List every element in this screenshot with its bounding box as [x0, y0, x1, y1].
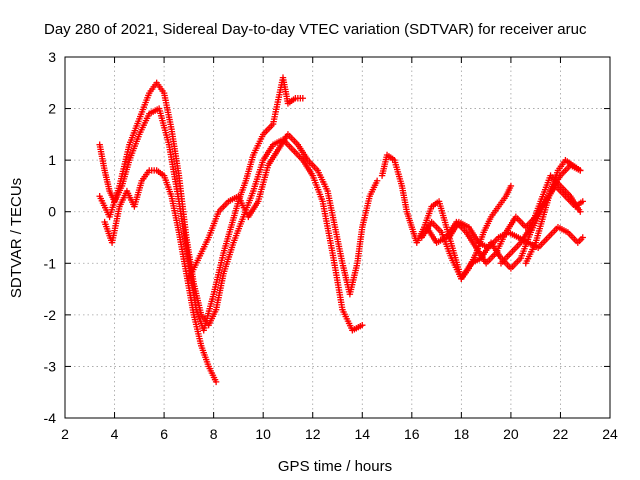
data-point-marker: [212, 378, 220, 386]
x-tick-label: 8: [210, 426, 218, 442]
data-point-marker: [577, 208, 584, 215]
series-5: [378, 151, 515, 282]
x-tick-label: 4: [111, 426, 119, 442]
plot-area-border: [64, 56, 611, 419]
x-tick-label: 22: [553, 426, 569, 442]
x-tick-label: 12: [305, 426, 321, 442]
series-3: [101, 167, 220, 386]
chart-title: Day 280 of 2021, Sidereal Day-to-day VTE…: [44, 21, 587, 38]
y-tick-label: 2: [48, 101, 56, 117]
series-1: [96, 74, 307, 334]
x-tick-label: 18: [454, 426, 470, 442]
data-point-marker: [359, 321, 366, 329]
data-markers: [96, 74, 586, 386]
series-10: [522, 156, 584, 267]
data-point-marker: [373, 177, 381, 184]
y-tick-label: 1: [48, 152, 56, 168]
y-tick-label: -2: [44, 307, 57, 323]
x-tick-label: 14: [354, 426, 370, 442]
data-point-marker: [299, 95, 307, 102]
series-9: [497, 172, 584, 267]
data-point-marker: [507, 182, 515, 190]
y-tick-label: 0: [48, 204, 56, 220]
x-tick-label: 16: [404, 426, 420, 442]
y-tick-label: -4: [44, 410, 57, 426]
data-point-marker: [579, 234, 586, 241]
x-axis-title: GPS time / hours: [278, 458, 392, 475]
data-point-marker: [579, 198, 586, 205]
y-tick-label: 3: [48, 49, 56, 65]
x-tick-label: 2: [61, 426, 69, 442]
x-tick-label: 20: [503, 426, 519, 442]
series-4: [185, 131, 381, 298]
data-point-marker: [577, 167, 584, 174]
y-tick-label: -1: [44, 255, 57, 271]
grid-lines: [65, 57, 610, 418]
y-tick-label: -3: [44, 358, 57, 374]
x-tick-label: 6: [160, 426, 168, 442]
x-tick-label: 24: [602, 426, 618, 442]
y-axis-title: SDTVAR / TECUs: [8, 178, 25, 298]
x-tick-label: 10: [255, 426, 271, 442]
